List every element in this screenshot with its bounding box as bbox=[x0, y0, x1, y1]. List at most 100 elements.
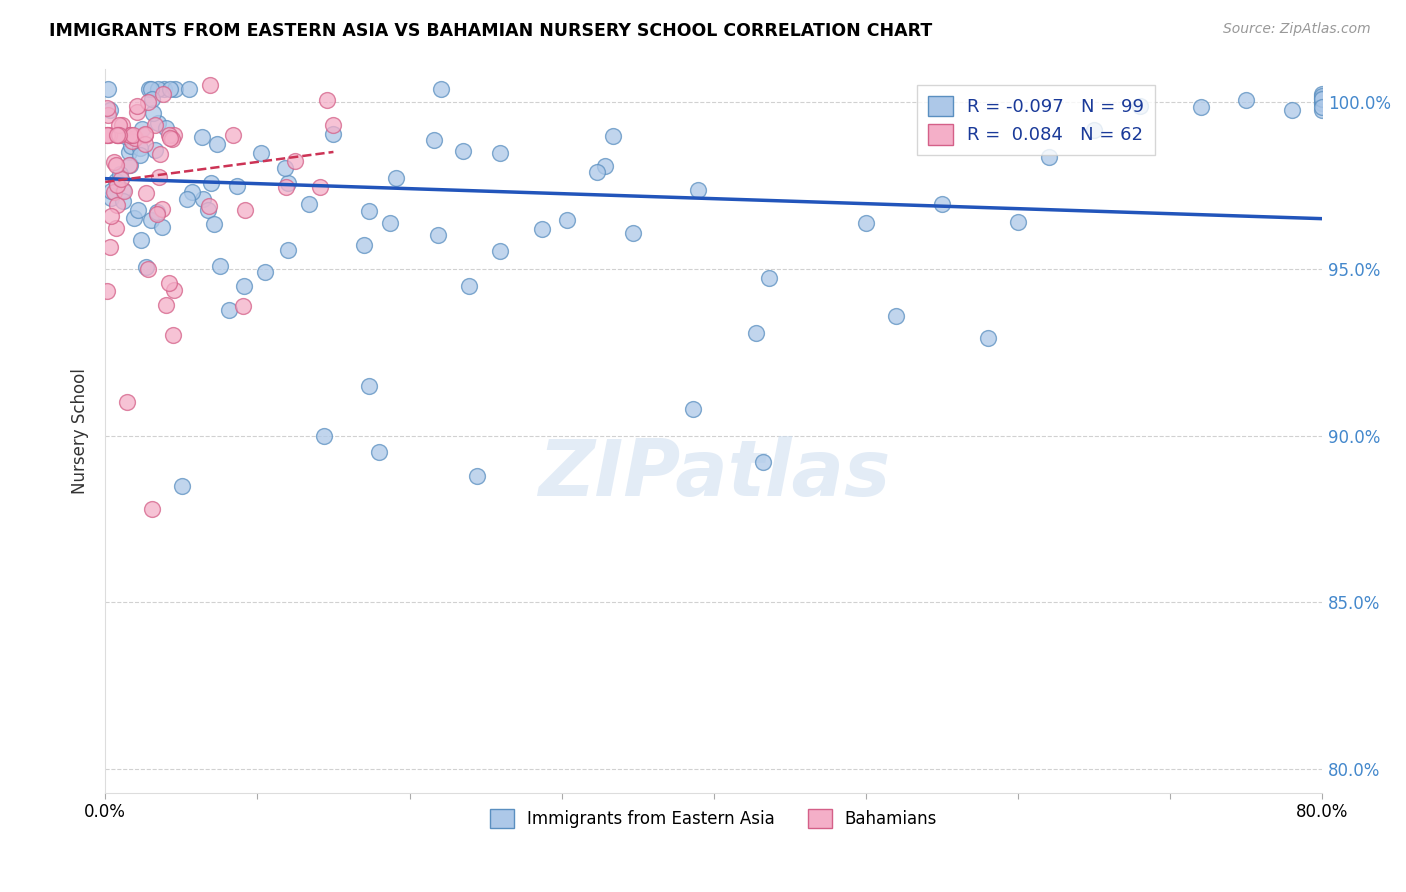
Point bbox=[134, 128, 156, 142]
Point bbox=[142, 106, 165, 120]
Point bbox=[430, 81, 453, 95]
Point bbox=[108, 118, 131, 132]
Point bbox=[100, 103, 122, 117]
Point bbox=[359, 204, 381, 219]
Point bbox=[141, 502, 163, 516]
Point bbox=[274, 161, 297, 176]
Point bbox=[97, 128, 120, 143]
Point bbox=[277, 176, 299, 190]
Point bbox=[120, 138, 142, 153]
Point bbox=[284, 154, 307, 169]
Point bbox=[159, 81, 181, 95]
Point bbox=[489, 146, 512, 161]
Point bbox=[110, 167, 132, 181]
Point bbox=[233, 203, 256, 218]
Point bbox=[465, 468, 488, 483]
Point bbox=[118, 128, 141, 143]
Point bbox=[105, 178, 128, 192]
Point bbox=[1312, 95, 1334, 110]
Text: IMMIGRANTS FROM EASTERN ASIA VS BAHAMIAN NURSERY SCHOOL CORRELATION CHART: IMMIGRANTS FROM EASTERN ASIA VS BAHAMIAN… bbox=[49, 22, 932, 40]
Point bbox=[1189, 100, 1212, 114]
Point bbox=[353, 237, 375, 252]
Point bbox=[886, 309, 908, 323]
Point bbox=[96, 128, 118, 143]
Point bbox=[150, 202, 173, 216]
Point bbox=[423, 133, 446, 147]
Point bbox=[163, 81, 186, 95]
Point bbox=[1312, 100, 1334, 114]
Point bbox=[118, 158, 141, 172]
Point bbox=[222, 128, 245, 143]
Point bbox=[118, 145, 141, 159]
Point bbox=[1038, 150, 1060, 164]
Point bbox=[112, 184, 135, 198]
Point bbox=[121, 134, 143, 148]
Point bbox=[1083, 123, 1105, 137]
Y-axis label: Nursery School: Nursery School bbox=[72, 368, 89, 493]
Point bbox=[110, 172, 132, 186]
Point bbox=[139, 213, 162, 227]
Point bbox=[621, 226, 644, 240]
Point bbox=[163, 284, 186, 298]
Point bbox=[586, 165, 609, 179]
Point bbox=[129, 233, 152, 247]
Point bbox=[218, 303, 240, 318]
Point bbox=[209, 259, 232, 273]
Point bbox=[105, 128, 128, 143]
Point bbox=[152, 87, 174, 101]
Point bbox=[135, 260, 157, 275]
Point bbox=[125, 99, 148, 113]
Point bbox=[322, 127, 344, 141]
Point bbox=[1129, 99, 1152, 113]
Point bbox=[103, 185, 125, 199]
Point bbox=[155, 298, 177, 312]
Point bbox=[202, 218, 225, 232]
Point bbox=[367, 445, 389, 459]
Point bbox=[314, 428, 336, 442]
Point bbox=[557, 213, 579, 227]
Point bbox=[146, 116, 169, 130]
Point bbox=[136, 95, 159, 110]
Point bbox=[104, 158, 127, 172]
Point bbox=[250, 146, 273, 161]
Point bbox=[1007, 214, 1029, 228]
Point bbox=[1312, 103, 1334, 117]
Point bbox=[384, 170, 406, 185]
Point bbox=[277, 243, 299, 257]
Point bbox=[309, 180, 332, 194]
Point bbox=[253, 265, 276, 279]
Point bbox=[602, 128, 624, 143]
Point bbox=[135, 186, 157, 201]
Point bbox=[98, 240, 121, 254]
Point bbox=[1312, 92, 1334, 106]
Point bbox=[380, 216, 402, 230]
Point bbox=[155, 120, 177, 135]
Point bbox=[226, 178, 249, 193]
Point bbox=[143, 118, 166, 132]
Point bbox=[191, 193, 214, 207]
Point bbox=[359, 378, 381, 392]
Point bbox=[143, 143, 166, 157]
Point bbox=[125, 105, 148, 120]
Point bbox=[122, 128, 145, 143]
Point bbox=[100, 209, 122, 223]
Point bbox=[141, 92, 163, 106]
Point bbox=[122, 211, 145, 226]
Point bbox=[118, 158, 141, 172]
Point bbox=[745, 326, 768, 340]
Point bbox=[197, 203, 219, 218]
Point bbox=[97, 81, 120, 95]
Point bbox=[232, 279, 254, 293]
Point bbox=[157, 276, 180, 290]
Point bbox=[427, 227, 450, 242]
Point bbox=[451, 145, 474, 159]
Point bbox=[139, 81, 162, 95]
Point bbox=[162, 328, 184, 343]
Point bbox=[593, 159, 616, 173]
Point bbox=[129, 147, 152, 161]
Point bbox=[315, 93, 337, 107]
Point bbox=[127, 203, 149, 218]
Point bbox=[146, 81, 169, 95]
Point bbox=[131, 121, 153, 136]
Point bbox=[120, 128, 142, 143]
